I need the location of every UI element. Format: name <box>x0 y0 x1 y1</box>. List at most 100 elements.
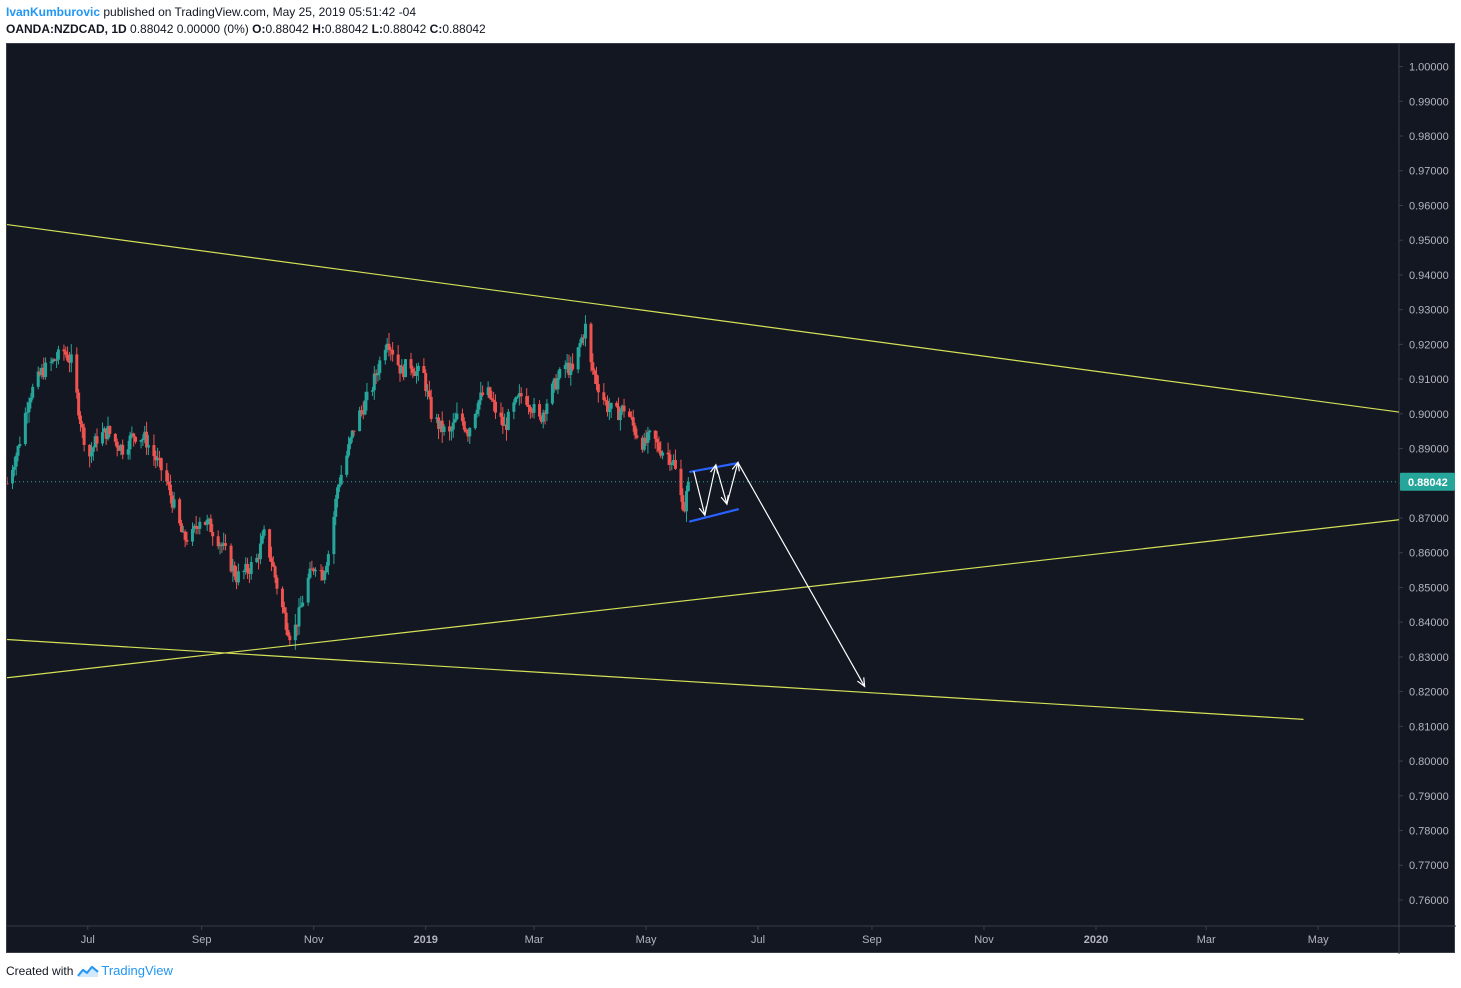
zigzag-segment <box>704 464 717 516</box>
candle <box>156 447 160 467</box>
candle-body <box>628 411 632 417</box>
candle-body <box>493 401 497 413</box>
candle-body <box>582 337 586 339</box>
candle-body <box>269 557 273 563</box>
candle-body <box>126 449 130 455</box>
candle <box>235 566 239 590</box>
candle-body <box>337 484 341 488</box>
candle <box>190 522 194 547</box>
candle <box>455 402 459 421</box>
candle-body <box>141 438 145 441</box>
candle-body <box>216 536 220 547</box>
candle-body <box>565 362 569 366</box>
time-axis[interactable]: Jul Sep Nov 2019 Mar May Jul Sep Nov 2020 Mar May <box>81 926 1329 946</box>
candle <box>53 358 57 362</box>
channel-line <box>689 508 739 523</box>
candle-body <box>427 390 431 397</box>
chart-pane[interactable]: 1.00000 0.99000 0.98000 0.97000 0.96000 0.950… <box>6 43 1456 954</box>
candle <box>222 532 226 551</box>
candle <box>336 484 340 508</box>
candle <box>82 423 86 452</box>
candle <box>370 386 374 397</box>
candle-body <box>31 386 35 398</box>
candle <box>181 525 185 533</box>
candle-body <box>550 383 554 404</box>
candle-body <box>642 437 646 450</box>
open-value: 0.88042 <box>265 22 309 36</box>
candle <box>11 464 15 490</box>
candle-body <box>121 444 125 455</box>
candle-body <box>460 413 464 422</box>
price-tick-label: 0.95000 <box>1409 235 1449 247</box>
candle <box>442 424 446 436</box>
candle <box>12 456 16 477</box>
candle <box>301 595 305 608</box>
price-tick-label: 0.79000 <box>1409 791 1449 803</box>
candle <box>657 436 661 454</box>
candle-body <box>27 402 31 413</box>
candle-body <box>286 629 290 636</box>
candle <box>400 359 404 374</box>
candle <box>631 409 635 432</box>
candle <box>115 438 119 457</box>
candle <box>297 598 301 635</box>
candle-body <box>257 557 261 560</box>
price-tick-label: 0.89000 <box>1409 444 1449 456</box>
candle-body <box>580 337 584 344</box>
candle-body <box>95 436 99 444</box>
candle <box>644 429 648 446</box>
candle <box>102 426 106 433</box>
candle-body <box>620 405 624 412</box>
candle <box>205 514 209 531</box>
candle-body <box>49 361 53 363</box>
price-tick-label: 1.00000 <box>1409 62 1449 74</box>
candle <box>18 436 22 448</box>
candle <box>620 404 624 416</box>
candle-body <box>516 396 520 398</box>
candle <box>528 404 532 419</box>
time-tick-label: May <box>1308 934 1329 946</box>
candle-body <box>262 529 266 536</box>
candle <box>481 385 485 397</box>
candle <box>556 370 560 395</box>
candle <box>618 408 622 431</box>
candle-body <box>486 387 490 396</box>
candle <box>172 492 176 510</box>
price-axis[interactable]: 1.00000 0.99000 0.98000 0.97000 0.96000 0.950… <box>1399 62 1449 907</box>
candle <box>404 358 408 378</box>
tradingview-brand-link[interactable]: TradingView <box>77 963 173 978</box>
open-label: O: <box>252 22 266 36</box>
candle-body <box>525 396 529 405</box>
candle <box>321 566 325 581</box>
candle <box>128 431 132 460</box>
published-text: published on TradingView.com, May 25, 20… <box>103 5 417 19</box>
candle <box>44 357 48 380</box>
candle-body <box>157 457 161 459</box>
candle <box>282 601 286 614</box>
candle <box>437 414 441 440</box>
candle-body <box>670 463 674 465</box>
drawings-layer <box>7 223 1400 720</box>
candle <box>178 497 182 526</box>
author-link[interactable]: IvanKumburovic <box>6 5 101 19</box>
candle <box>635 428 639 440</box>
candle-body <box>617 406 621 421</box>
candle <box>262 525 266 539</box>
price-tick-label: 0.93000 <box>1409 305 1449 317</box>
candle <box>244 557 248 575</box>
low-label: L: <box>371 22 383 36</box>
candle <box>607 398 611 421</box>
candle-body <box>218 544 222 547</box>
candle-body <box>14 455 18 467</box>
candle-body <box>55 359 59 361</box>
candle <box>438 420 442 433</box>
candle-body <box>477 400 481 410</box>
price-tick-label: 0.90000 <box>1409 409 1449 421</box>
candle <box>554 373 558 391</box>
candle <box>622 398 626 418</box>
candle-body <box>387 343 391 350</box>
price-tick-label: 0.76000 <box>1409 895 1449 907</box>
candle-body <box>479 392 483 401</box>
candle-body <box>198 521 202 529</box>
price-chart[interactable]: 1.00000 0.99000 0.98000 0.97000 0.96000 0.950… <box>7 44 1456 954</box>
